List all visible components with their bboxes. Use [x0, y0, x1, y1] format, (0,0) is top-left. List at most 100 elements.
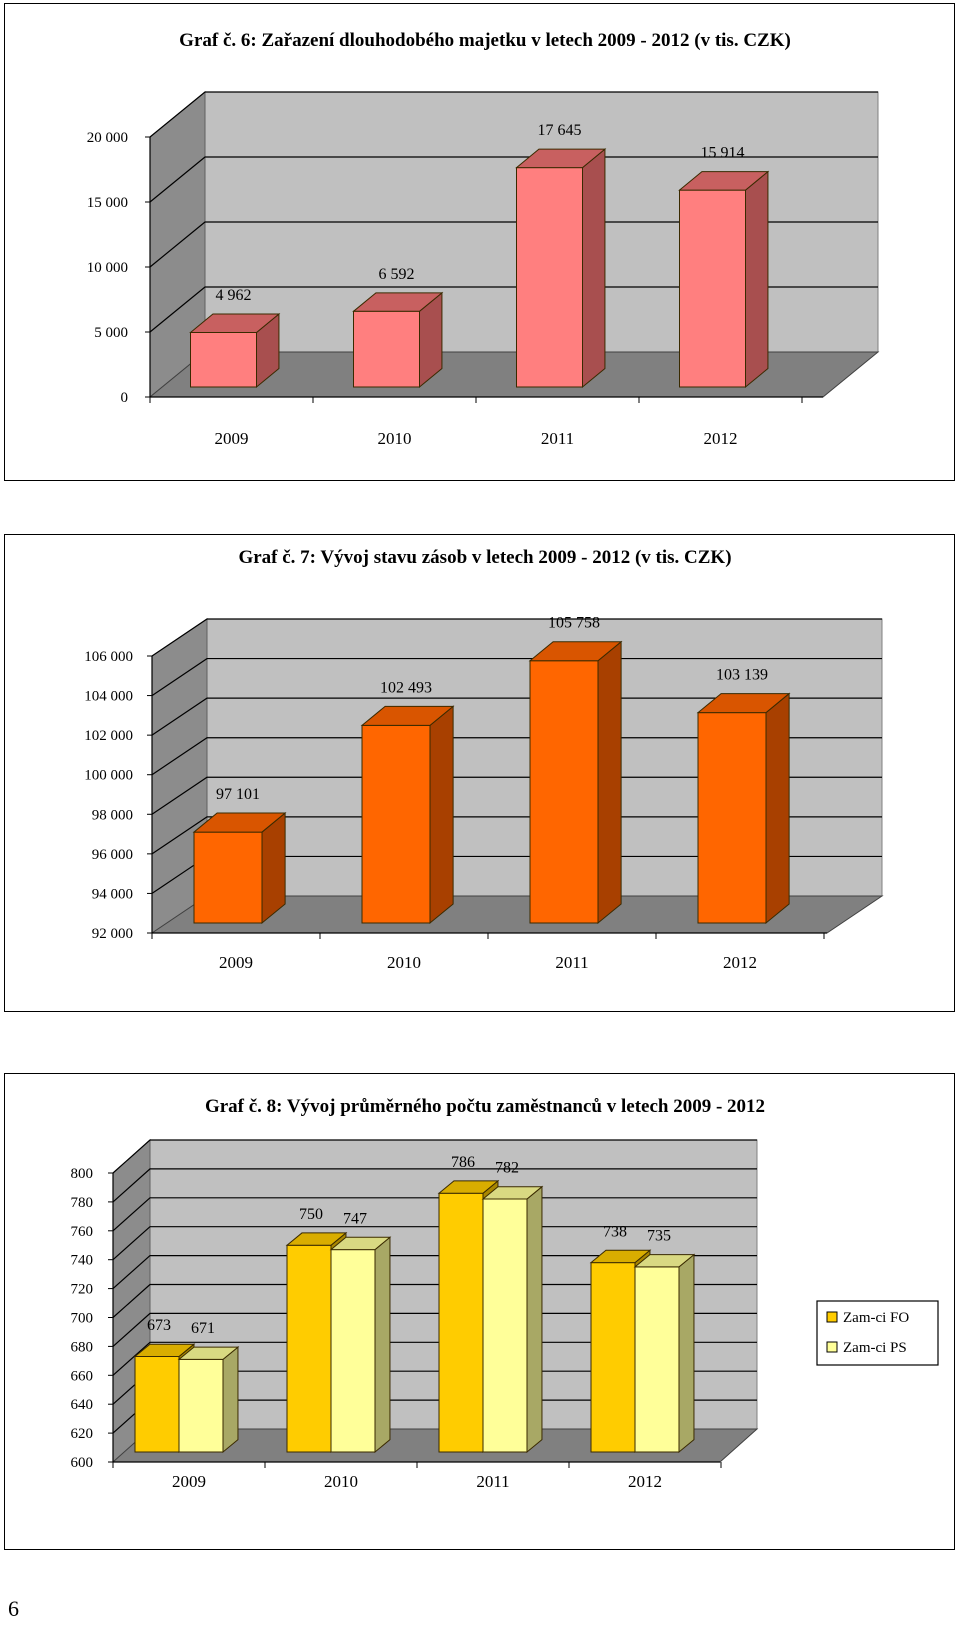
y-tick-label: 94 000 — [92, 886, 133, 902]
bar-top — [678, 171, 770, 191]
bar-top — [437, 1180, 500, 1194]
data-label: 738 — [603, 1223, 627, 1240]
data-label: 786 — [451, 1154, 475, 1171]
y-tick-label: 20 000 — [87, 130, 128, 146]
y-tick-label: 600 — [71, 1455, 94, 1471]
bar-front — [438, 1192, 484, 1453]
bar-side — [765, 692, 790, 925]
gridline — [149, 156, 878, 203]
gridline — [151, 816, 882, 855]
bar — [696, 692, 791, 925]
bar — [329, 1236, 392, 1454]
y-tick-label: 100 000 — [84, 768, 133, 784]
legend-label: Zam-ci PS — [843, 1340, 907, 1356]
gridline — [112, 1255, 757, 1290]
y-tick-label: 660 — [71, 1368, 94, 1384]
gridline — [112, 1139, 757, 1174]
bar-front — [529, 660, 599, 924]
bar-front — [353, 310, 420, 388]
y-tick-label: 5 000 — [94, 325, 128, 341]
bar-front — [590, 1262, 636, 1453]
bar-top — [189, 313, 281, 333]
data-label: 17 645 — [538, 122, 582, 139]
gridline — [149, 286, 878, 333]
y-tick-label: 640 — [71, 1397, 94, 1413]
gridline — [112, 1341, 757, 1376]
x-tick-label: 2009 — [219, 953, 253, 972]
data-label: 105 758 — [548, 615, 600, 632]
bar-front — [134, 1356, 180, 1453]
gridline — [112, 1312, 757, 1347]
bar-top — [589, 1249, 652, 1264]
y-tick-label: 720 — [71, 1282, 94, 1298]
data-label: 747 — [343, 1210, 367, 1227]
bar-top — [696, 693, 791, 714]
y-tick-label: 0 — [121, 390, 129, 406]
x-tick-label: 2011 — [541, 429, 574, 448]
gridline — [112, 1283, 757, 1318]
page-number: 6 — [8, 1596, 19, 1621]
bar-front — [330, 1249, 376, 1453]
data-label: 782 — [495, 1160, 519, 1177]
x-tick-label: 2012 — [628, 1472, 662, 1491]
bar-top — [329, 1236, 392, 1251]
y-tick-label: 740 — [71, 1253, 94, 1269]
y-tick-label: 106 000 — [84, 649, 133, 665]
chart-employees: Graf č. 8: Vývoj průměrného počtu zaměst… — [71, 1096, 939, 1491]
bar — [177, 1346, 240, 1454]
bar-side — [745, 170, 769, 389]
bar-front — [516, 167, 583, 388]
y-tick-label: 102 000 — [84, 728, 133, 744]
chart-panel-assets: Graf č. 6: Zařazení dlouhodobého majetku… — [4, 3, 955, 481]
gridline — [151, 697, 882, 736]
chart-inventory: Graf č. 7: Vývoj stavu zásob v letech 20… — [84, 547, 884, 972]
chart-title: Graf č. 7: Vývoj stavu zásob v letech 20… — [238, 547, 731, 568]
y-tick-label: 680 — [71, 1339, 94, 1355]
bar — [515, 148, 607, 389]
bar — [192, 811, 287, 925]
bar-side — [582, 148, 606, 389]
bar-side — [597, 640, 622, 925]
bar-front — [679, 189, 746, 388]
bar-side — [678, 1253, 695, 1454]
x-tick-label: 2010 — [378, 429, 412, 448]
gridline — [112, 1226, 757, 1261]
data-label: 671 — [191, 1320, 215, 1337]
bar-top — [177, 1346, 240, 1360]
data-label: 4 962 — [216, 287, 252, 304]
bar-front — [286, 1244, 332, 1453]
y-tick-label: 98 000 — [92, 807, 133, 823]
bar-top — [360, 705, 455, 726]
bar — [352, 291, 444, 389]
x-tick-label: 2011 — [476, 1472, 509, 1491]
data-label: 673 — [147, 1317, 171, 1334]
bar-front — [634, 1266, 680, 1453]
x-tick-label: 2012 — [704, 429, 738, 448]
bar — [633, 1253, 696, 1454]
data-label: 750 — [299, 1206, 323, 1223]
bar — [360, 705, 455, 925]
chart-panel-inventory: Graf č. 7: Vývoj stavu zásob v letech 20… — [4, 534, 955, 1012]
chart-assets: Graf č. 6: Zařazení dlouhodobého majetku… — [87, 30, 880, 448]
x-tick-label: 2010 — [324, 1472, 358, 1491]
legend-label: Zam-ci FO — [843, 1310, 909, 1326]
bar — [189, 312, 281, 389]
y-tick-label: 700 — [71, 1311, 94, 1327]
y-tick-label: 15 000 — [87, 195, 128, 211]
data-label: 97 101 — [216, 786, 260, 803]
bar-front — [482, 1198, 528, 1453]
bar-side — [374, 1236, 391, 1454]
bar-front — [697, 712, 767, 924]
gridline — [149, 221, 878, 268]
y-tick-label: 104 000 — [84, 689, 133, 705]
x-tick-label: 2009 — [215, 429, 249, 448]
data-label: 6 592 — [379, 266, 415, 283]
x-tick-label: 2010 — [387, 953, 421, 972]
y-tick-label: 10 000 — [87, 260, 128, 276]
data-label: 15 914 — [701, 145, 745, 162]
chart-panel-employees: Graf č. 8: Vývoj průměrného počtu zaměst… — [4, 1073, 955, 1550]
gridline — [151, 737, 882, 776]
bar-top — [352, 292, 444, 312]
bar-front — [361, 724, 431, 924]
y-tick-label: 96 000 — [92, 847, 133, 863]
